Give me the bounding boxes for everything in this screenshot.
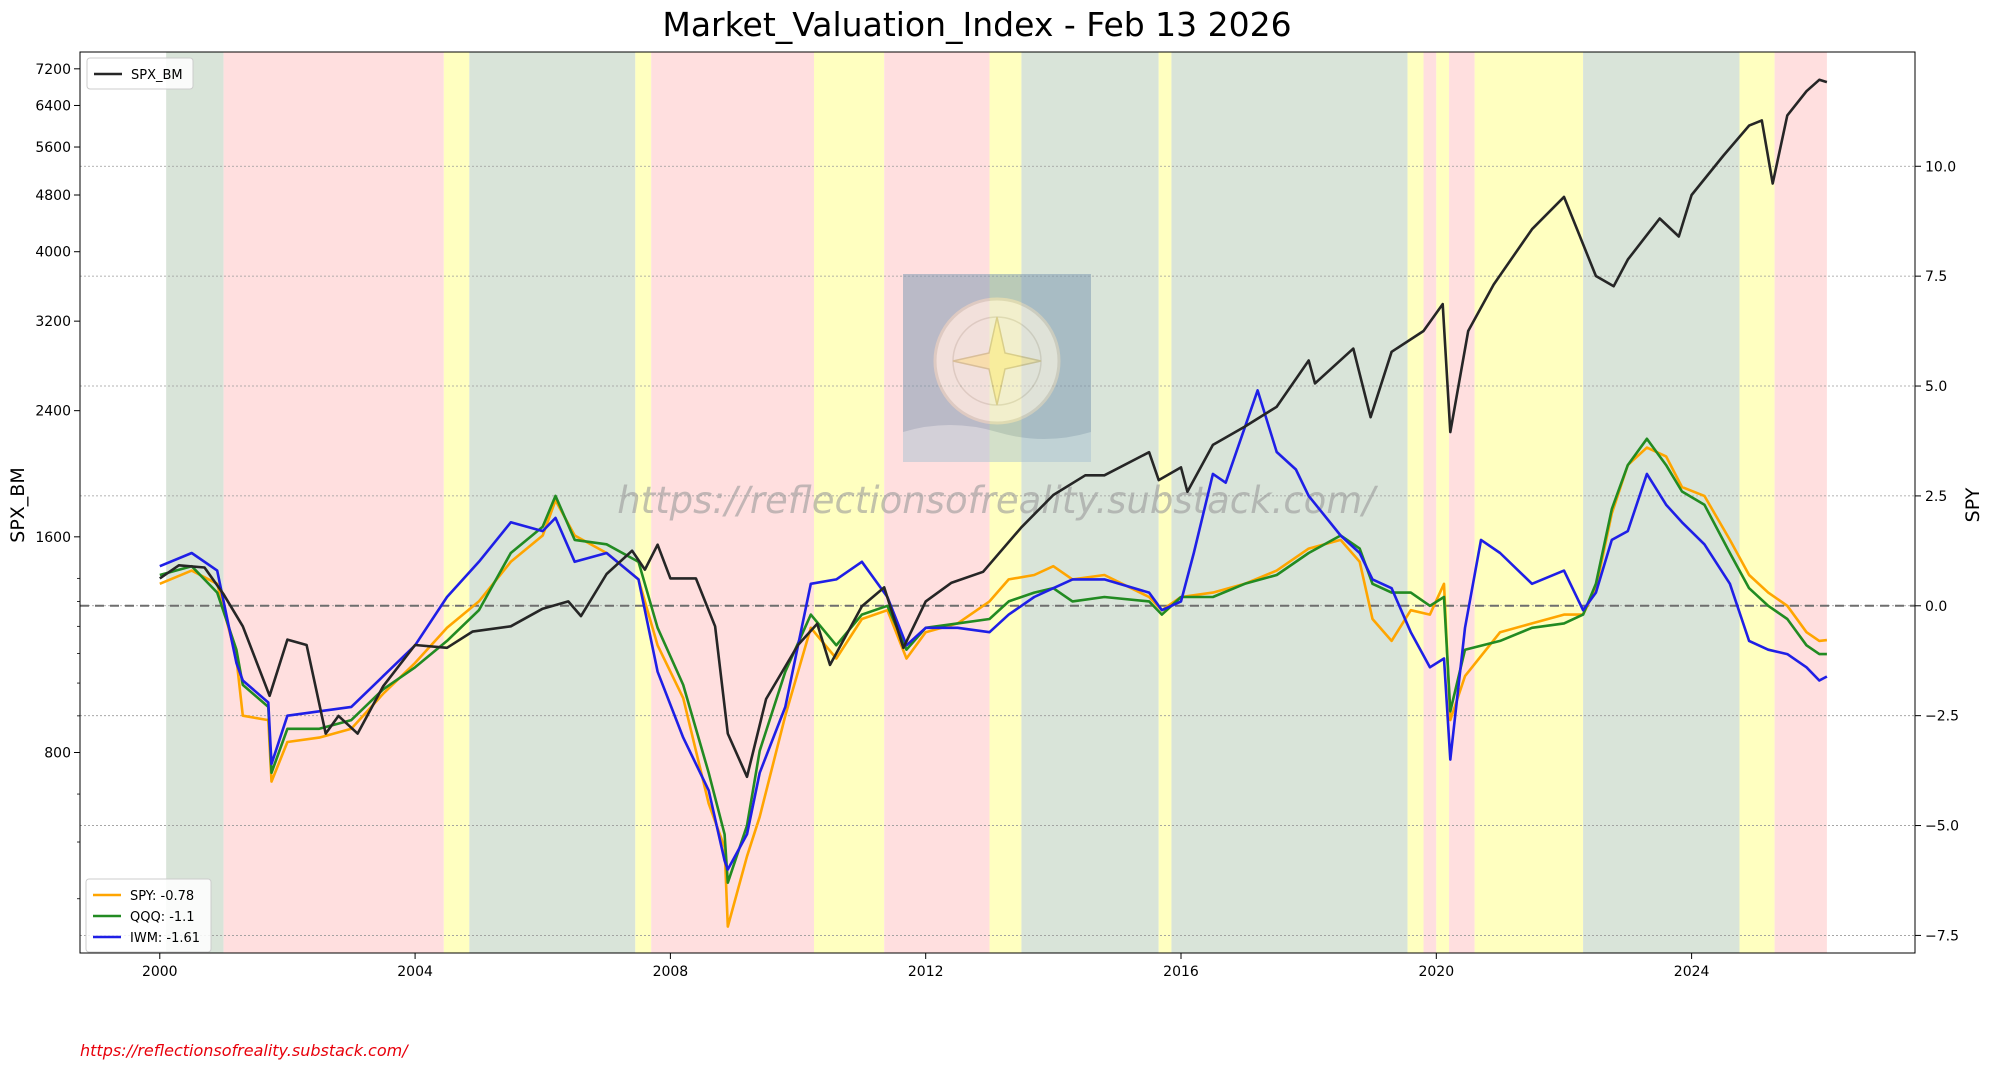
- left-tick-label: 3200: [35, 314, 71, 330]
- legend-box: [86, 57, 194, 90]
- left-axis-ticks: 800 1600 2400 3200 4000 4800 5600 6400 7200: [35, 62, 80, 900]
- x-tick-label: 2016: [1163, 964, 1199, 980]
- legend-label: QQQ: -1.1: [130, 910, 195, 925]
- x-tick-label: 2008: [653, 964, 689, 980]
- regime-band-yellow: [1436, 52, 1450, 953]
- right-tick-label: 7.5: [1925, 269, 1947, 285]
- legend-spx: SPX_BM: [86, 57, 194, 90]
- regime-band-green: [166, 52, 224, 953]
- right-tick-label: −5.0: [1925, 819, 1959, 835]
- x-tick-label: 2020: [1418, 964, 1454, 980]
- regime-band-yellow: [1158, 52, 1172, 953]
- regime-band-yellow: [1739, 52, 1775, 953]
- regime-band-yellow: [1407, 52, 1424, 953]
- series-line-spx_bm: [159, 78, 1828, 779]
- regime-band-yellow: [1474, 52, 1584, 953]
- x-tick-label: 2000: [142, 964, 178, 980]
- left-tick-label: 7200: [35, 62, 71, 78]
- chart-title: Market_Valuation_Index - Feb 13 2026: [662, 5, 1291, 44]
- regime-band-yellow: [443, 52, 470, 953]
- regime-band-yellow: [814, 52, 885, 953]
- regime-bands: [166, 52, 1827, 953]
- left-tick-label: 4000: [35, 245, 71, 261]
- x-tick-label: 2024: [1674, 964, 1710, 980]
- logo-watermark: [903, 274, 1091, 462]
- regime-band-red: [651, 52, 814, 953]
- left-axis-label: SPX_BM: [7, 467, 29, 542]
- right-tick-label: 0.0: [1925, 599, 1947, 615]
- series-lines: [159, 78, 1828, 928]
- left-tick-label: 1600: [35, 530, 71, 546]
- left-tick-label: 800: [44, 746, 71, 762]
- regime-band-green: [1583, 52, 1740, 953]
- logo-waves: [903, 425, 1091, 462]
- legend-label: IWM: -1.61: [130, 931, 200, 946]
- right-tick-label: 5.0: [1925, 379, 1947, 395]
- left-tick-label: 4800: [35, 188, 71, 204]
- legend-label: SPY: -0.78: [130, 889, 194, 904]
- left-tick-label: 6400: [35, 98, 71, 114]
- regime-band-red: [1449, 52, 1475, 953]
- series-line-qqq: [159, 437, 1827, 885]
- x-tick-label: 2012: [908, 964, 944, 980]
- regime-band-red: [223, 52, 444, 953]
- left-tick-label: 2400: [35, 404, 71, 420]
- series-line-iwm: [159, 389, 1828, 871]
- legend-box: [85, 878, 212, 953]
- right-tick-label: −2.5: [1925, 709, 1959, 725]
- regime-band-red: [884, 52, 990, 953]
- regime-band-green: [1171, 52, 1408, 953]
- regime-band-red: [1423, 52, 1437, 953]
- x-tick-label: 2004: [397, 964, 433, 980]
- right-axis-ticks: −7.5 −5.0 −2.5 0.0 2.5 5.0 7.5 10.0: [1915, 159, 1959, 944]
- compass-star-icon: [952, 316, 1042, 406]
- regime-band-yellow: [635, 52, 652, 953]
- regime-band-red: [1774, 52, 1827, 953]
- legend-etfs: SPY: -0.78 QQQ: -1.1 IWM: -1.61: [85, 878, 212, 953]
- right-tick-label: −7.5: [1925, 928, 1959, 944]
- footer-link[interactable]: https://reflectionsofreality.substack.co…: [80, 1041, 408, 1060]
- right-tick-label: 10.0: [1925, 159, 1956, 175]
- left-tick-label: 5600: [35, 140, 71, 156]
- x-axis-ticks: 2000 2004 2008 2012 2016 2020 2024: [142, 953, 1710, 980]
- plot-frame: [79, 51, 1916, 954]
- url-watermark: https://reflectionsofreality.substack.co…: [617, 479, 1378, 522]
- legend-label: SPX_BM: [131, 68, 183, 83]
- right-tick-label: 2.5: [1925, 489, 1947, 505]
- regime-band-yellow: [989, 52, 1022, 953]
- right-axis-label: SPY: [1962, 487, 1984, 522]
